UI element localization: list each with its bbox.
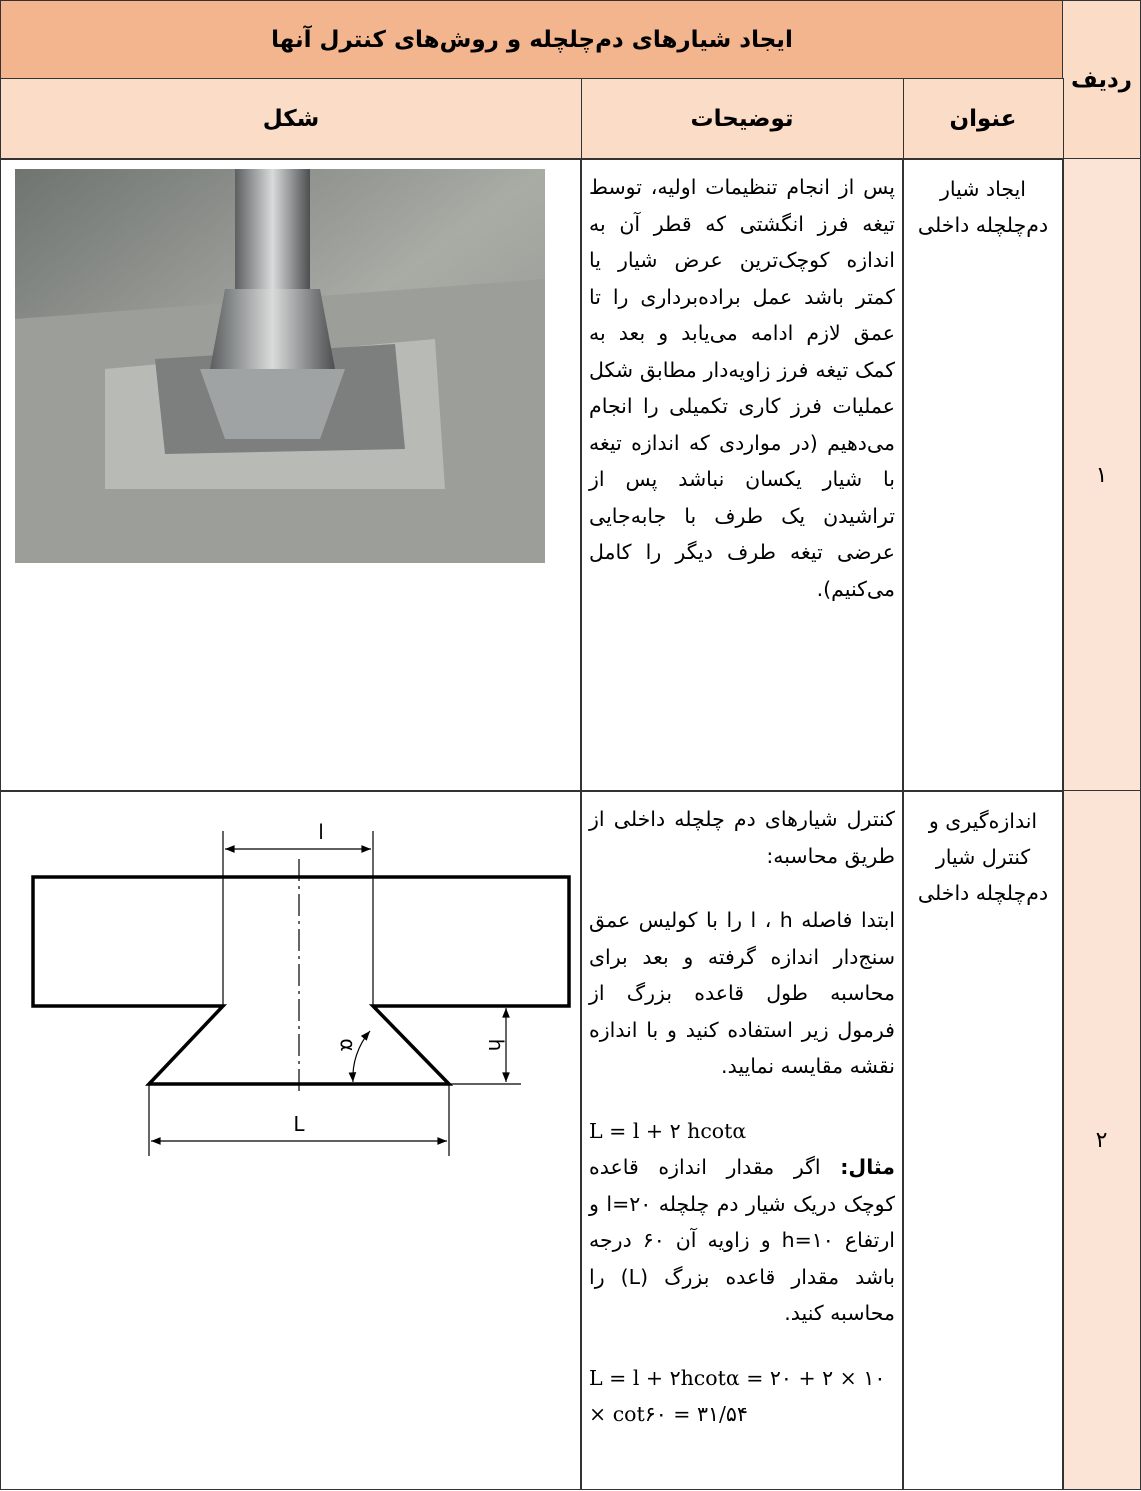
table-title: ایجاد شیارهای دم‌چلچله و روش‌های کنترل آ… (0, 0, 1064, 80)
method: ابتدا فاصله l ، h را با کولیس عمق سنج‌دا… (589, 908, 895, 1078)
row-title: اندازه‌گیری و کنترل شیار دم‌چلچله داخلی (902, 790, 1064, 1490)
header-figure: شکل (0, 78, 582, 160)
photo (15, 169, 545, 563)
row-number: ۱ (1062, 158, 1141, 792)
example-label: مثال: (840, 1155, 895, 1179)
label-small-base: l (318, 820, 324, 844)
dovetail-diagram: l L h α (31, 820, 571, 1156)
label-large-base: L (293, 1112, 305, 1136)
row-number: ۲ (1062, 790, 1141, 1490)
intro: کنترل شیارهای دم چلچله داخلی از طریق محا… (589, 807, 895, 868)
label-angle: α (336, 1038, 360, 1051)
row-description: کنترل شیارهای دم چلچله داخلی از طریق محا… (580, 790, 904, 1490)
header-title: عنوان (902, 78, 1064, 160)
solution: L = l + ۲hcotα = ۲۰ + ۲ × ۱۰ × cot۶۰ = ۳… (589, 1365, 886, 1427)
formula: L = l + ۲ hcotα (589, 1118, 747, 1143)
header-row-number: ردیف (1062, 0, 1141, 160)
example-text: اگر مقدار اندازه قاعده کوچک دریک شیار دم… (589, 1155, 896, 1325)
figure-cell (0, 158, 582, 792)
row-description: پس از انجام تنظیمات اولیه، توسط تیغه فرز… (580, 158, 904, 792)
header-description: توضیحات (580, 78, 904, 160)
row-title: ایجاد شیار دم‌چلچله داخلی (902, 158, 1064, 792)
example: مثال: اگر مقدار اندازه قاعده کوچک دریک ش… (589, 1149, 895, 1332)
label-height: h (484, 1039, 508, 1052)
figure-cell: l L h α (0, 790, 582, 1490)
